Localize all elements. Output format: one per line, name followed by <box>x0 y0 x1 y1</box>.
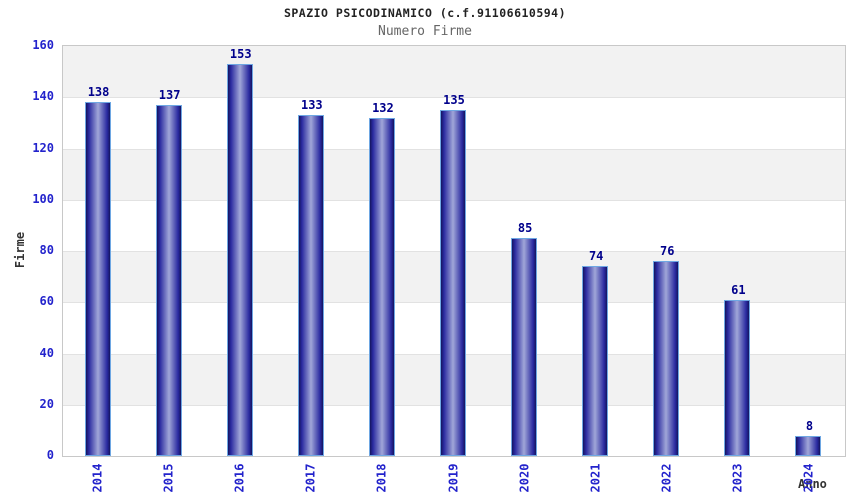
bar <box>653 261 680 456</box>
x-tick-label: 2015 <box>161 463 176 493</box>
bar-value-label: 8 <box>805 418 814 433</box>
bar-value-label: 74 <box>588 249 604 264</box>
y-tick-label: 160 <box>32 38 54 52</box>
x-tick-label: 2020 <box>517 463 532 493</box>
bar <box>155 104 182 456</box>
x-tick-label: 2019 <box>446 463 460 493</box>
bar-value-label: 61 <box>731 282 746 297</box>
y-tick-label: 60 <box>39 294 54 309</box>
bar <box>297 115 324 456</box>
y-tick-label: 100 <box>32 191 54 206</box>
chart-subtitle: Numero Firme <box>378 24 472 39</box>
bar <box>440 110 466 456</box>
x-tick-label: 2016 <box>232 463 247 493</box>
grid-line <box>63 97 845 99</box>
chart-title: SPAZIO PSICODINAMICO (c.f.91106610594) <box>283 6 567 20</box>
y-tick-label: 0 <box>46 448 54 462</box>
bar <box>226 63 253 456</box>
bar-value-label: 85 <box>517 221 533 236</box>
bar-value-label: 137 <box>158 87 181 102</box>
y-tick-label: 80 <box>39 243 54 257</box>
x-tick-label: 2014 <box>90 463 105 493</box>
y-tick-label: 120 <box>32 140 54 155</box>
bar-value-label: 135 <box>443 93 465 108</box>
x-tick-label: 2021 <box>588 463 603 493</box>
bar <box>84 102 111 456</box>
x-tick-label: 2023 <box>730 463 745 493</box>
bar-value-label: 138 <box>87 85 110 100</box>
x-tick-label: 2018 <box>374 463 389 493</box>
bar-value-label: 153 <box>229 46 252 61</box>
x-tick-label: 2022 <box>659 463 674 493</box>
bar-value-label: 76 <box>660 244 675 259</box>
bar-value-label: 133 <box>300 98 323 113</box>
bar <box>582 266 609 456</box>
y-tick-label: 40 <box>39 345 54 360</box>
bar <box>724 299 751 456</box>
x-axis-label: Anno <box>798 477 827 491</box>
y-tick-label: 140 <box>32 89 54 104</box>
y-tick-label: 20 <box>39 396 54 411</box>
grid-band <box>63 46 845 98</box>
bar-value-label: 132 <box>372 100 394 115</box>
bar <box>368 117 395 456</box>
x-tick-label: 2024 <box>801 463 816 493</box>
x-tick-label: 2017 <box>303 463 318 493</box>
bar <box>795 435 822 456</box>
plot-area: 138 137 153 133 132 135 85 74 76 61 8 <box>62 45 846 457</box>
bar <box>511 238 538 456</box>
